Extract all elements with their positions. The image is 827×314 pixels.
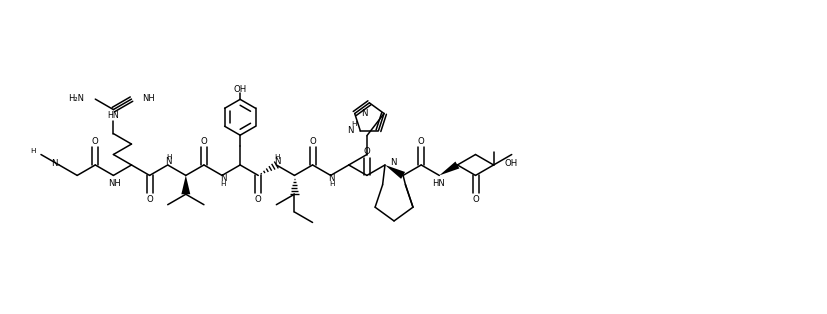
Text: O: O — [255, 195, 261, 204]
Text: H: H — [351, 121, 356, 127]
Text: HN: HN — [108, 111, 119, 120]
Text: O: O — [363, 147, 370, 156]
Text: H: H — [220, 181, 226, 187]
Text: OH: OH — [233, 85, 246, 94]
Text: O: O — [92, 137, 98, 146]
Text: H: H — [31, 148, 36, 154]
Text: N: N — [274, 157, 280, 166]
Text: OH: OH — [504, 160, 517, 169]
Polygon shape — [385, 165, 404, 179]
Text: NH: NH — [108, 179, 121, 188]
Text: HN: HN — [432, 179, 444, 188]
Text: H₂N: H₂N — [69, 94, 84, 103]
Text: N: N — [328, 174, 334, 183]
Text: NH: NH — [142, 94, 155, 103]
Polygon shape — [181, 176, 190, 194]
Text: H: H — [328, 181, 334, 187]
Text: N: N — [361, 109, 367, 118]
Text: O: O — [146, 195, 153, 204]
Text: N: N — [165, 157, 172, 166]
Text: H: H — [275, 154, 280, 160]
Polygon shape — [439, 161, 459, 176]
Text: O: O — [418, 137, 424, 146]
Text: O: O — [200, 137, 207, 146]
Text: N: N — [51, 160, 58, 169]
Text: N: N — [347, 126, 353, 135]
Text: H: H — [165, 154, 171, 160]
Text: O: O — [471, 195, 478, 204]
Text: O: O — [308, 137, 316, 146]
Text: N: N — [390, 158, 396, 167]
Text: N: N — [219, 174, 226, 183]
